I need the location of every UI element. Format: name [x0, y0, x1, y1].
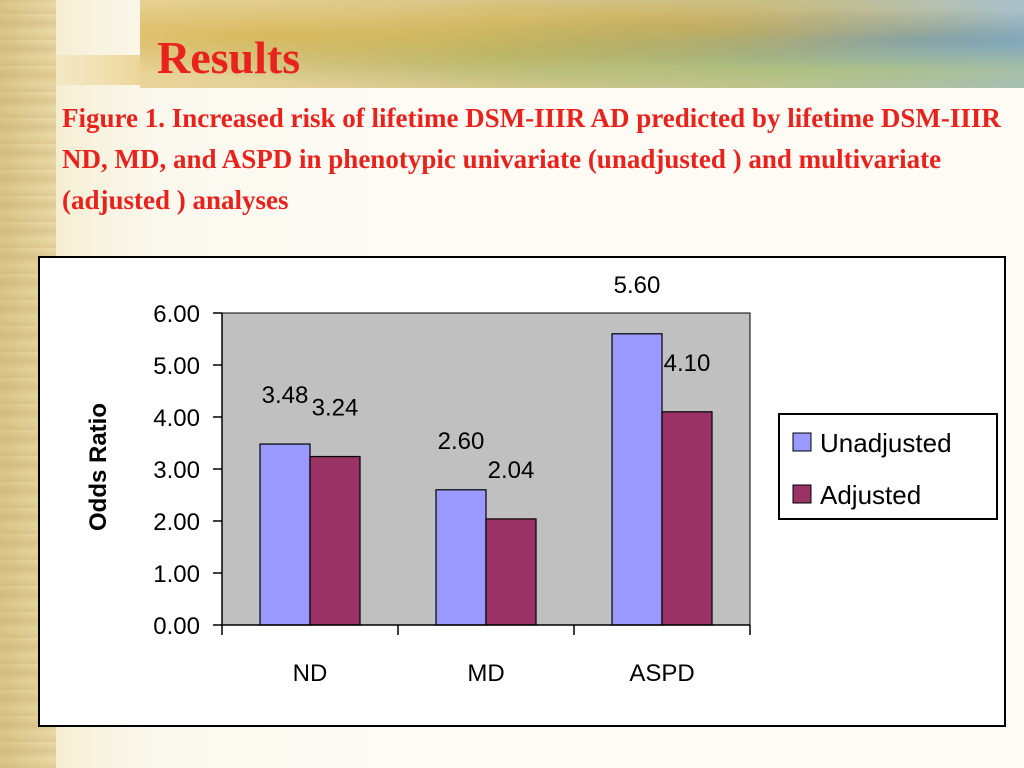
bar-adjusted-md [485, 518, 537, 626]
legend-label-unadjusted: Unadjusted [820, 428, 952, 458]
legend-box [778, 413, 998, 520]
data-label-adjusted-md: 2.04 [488, 457, 535, 484]
legend-label-adjusted: Adjusted [820, 480, 921, 510]
x-tick-label: ASPD [629, 660, 694, 687]
y-tick-label: 0.00 [153, 613, 200, 640]
data-label-adjusted-nd: 3.24 [312, 395, 359, 422]
y-axis: 0.00 1.00 2.00 3.00 4.00 5.00 6.00 [153, 301, 223, 640]
x-tick-label: ND [293, 660, 328, 687]
y-tick-label: 3.00 [153, 457, 200, 484]
figure-caption: Figure 1. Increased risk of lifetime DSM… [62, 103, 1001, 215]
legend-swatch-adjusted [792, 484, 812, 504]
y-tick-label: 1.00 [153, 561, 200, 588]
legend-swatch-unadjusted [792, 432, 812, 452]
bar-adjusted-nd [309, 455, 361, 626]
data-label-unadjusted-md: 2.60 [438, 428, 485, 455]
data-label-unadjusted-aspd: 5.60 [614, 272, 661, 299]
bar-unadjusted-md [435, 489, 487, 626]
data-label-adjusted-aspd: 4.10 [664, 350, 711, 377]
x-axis: ND MD ASPD [221, 624, 751, 687]
bar-unadjusted-nd [259, 443, 311, 626]
y-tick-label: 6.00 [153, 301, 200, 328]
bars-group [259, 333, 713, 626]
slide-title: Results [157, 32, 301, 83]
legend: Unadjusted Adjusted [778, 413, 998, 520]
y-tick-label: 2.00 [153, 509, 200, 536]
data-labels-group: 3.48 3.24 2.602.04 5.60 4.10 [262, 272, 711, 484]
bar-unadjusted-aspd [611, 333, 663, 626]
x-tick-label: MD [467, 660, 504, 687]
y-tick-label: 4.00 [153, 405, 200, 432]
data-label-unadjusted-nd: 3.48 [262, 382, 309, 409]
y-axis-title: Odds Ratio [85, 403, 112, 531]
decorative-banner [140, 0, 1024, 88]
decorative-strip [30, 55, 140, 85]
y-tick-label: 5.00 [153, 353, 200, 380]
bar-adjusted-aspd [661, 411, 713, 626]
